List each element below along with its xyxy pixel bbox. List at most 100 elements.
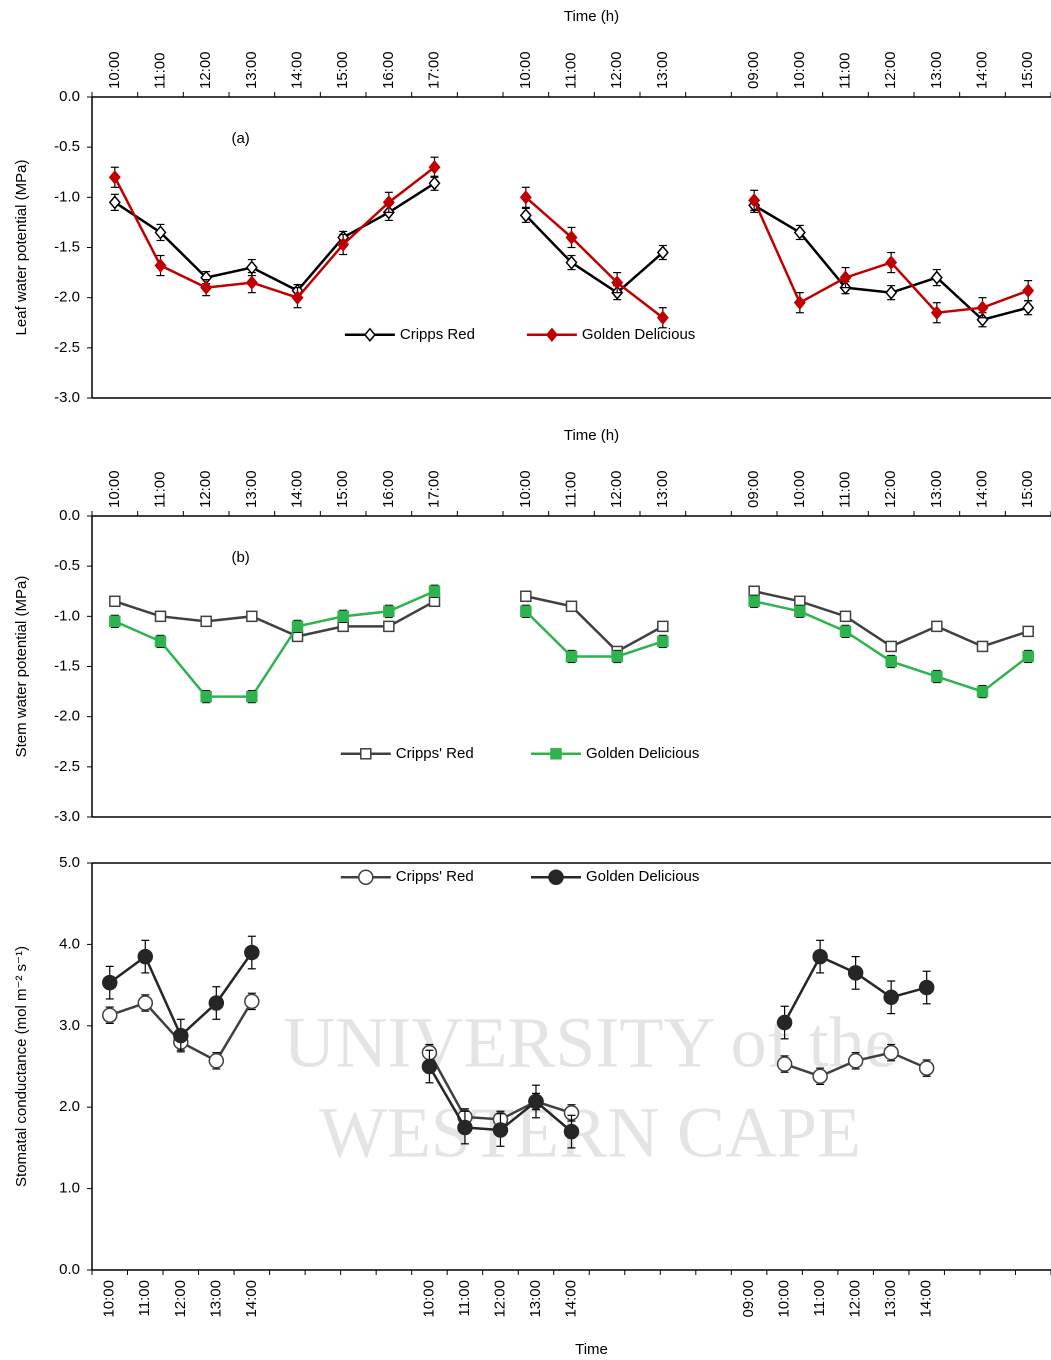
marker [567,601,577,611]
x-tick-label: 09:00 [745,470,762,508]
x-tick-label: 12:00 [882,470,899,508]
y-tick-label: 0.0 [59,88,80,105]
legend-label: Golden Delicious [582,326,695,343]
y-tick-label: -3.0 [54,389,80,406]
y-tick-label: -2.5 [54,339,80,356]
x-tick-label: 11:00 [811,1280,828,1316]
legend-marker [361,749,371,759]
marker [247,692,257,702]
marker [422,1060,436,1074]
x-tick-label: 15:00 [1019,51,1036,89]
x-tick-label: 14:00 [243,1280,260,1318]
legend-marker [549,870,563,884]
marker [849,1054,863,1068]
marker [1023,651,1033,661]
y-tick-label: 2.0 [59,1098,80,1115]
marker [384,606,394,616]
marker [458,1121,472,1135]
marker [201,616,211,626]
x-tick-label: 10:00 [106,470,123,508]
x-axis-title: Time [575,1341,608,1358]
legend-marker [551,749,561,759]
marker [110,596,120,606]
marker [521,606,531,616]
x-tick-label: 14:00 [288,470,305,508]
x-tick-label: 13:00 [527,1280,544,1318]
y-tick-label: 0.0 [59,507,80,524]
x-tick-label: 10:00 [791,51,808,89]
x-tick-label: 12:00 [491,1280,508,1318]
marker [138,950,152,964]
marker [521,591,531,601]
marker [978,641,988,651]
marker [841,611,851,621]
x-tick-label: 12:00 [197,470,214,508]
y-tick-label: -2.5 [54,758,80,775]
x-tick-label: 15:00 [334,470,351,508]
x-tick-label: 13:00 [928,51,945,89]
watermark: WESTERN CAPE [319,1093,861,1173]
marker [749,596,759,606]
x-tick-label: 16:00 [380,51,397,89]
x-tick-label: 13:00 [882,1280,899,1318]
marker [849,966,863,980]
marker [247,277,257,289]
marker [841,626,851,636]
marker [110,196,120,208]
x-tick-label: 13:00 [928,470,945,508]
marker [247,262,257,274]
x-tick-label: 11:00 [836,53,853,89]
y-tick-label: -1.5 [54,238,80,255]
marker [813,950,827,964]
marker [567,651,577,661]
x-tick-label: 17:00 [425,51,442,89]
marker [658,621,668,631]
legend-marker [547,329,557,341]
x-tick-label: 13:00 [243,51,260,89]
marker [156,611,166,621]
x-tick-label: 13:00 [654,470,671,508]
marker [884,1046,898,1060]
marker [932,621,942,631]
y-tick-label: -1.5 [54,657,80,674]
marker [201,692,211,702]
y-tick-label: -0.5 [54,557,80,574]
legend-marker [365,329,375,341]
x-tick-label: 13:00 [243,470,260,508]
y-tick-label: 1.0 [59,1180,80,1197]
x-tick-label: 14:00 [288,51,305,89]
figure: UNIVERSITY of the WESTERN CAPE -3.0-2.5-… [0,0,1051,1360]
x-tick-label: 10:00 [791,470,808,508]
marker [778,1016,792,1030]
marker [245,946,259,960]
marker [430,177,440,189]
x-tick-label: 11:00 [562,472,579,508]
y-tick-label: -3.0 [54,808,80,825]
marker [978,302,988,314]
marker [1023,626,1033,636]
annotation: (a) [231,130,249,147]
legend-label: Cripps Red [400,326,475,343]
annotation: (b) [231,549,249,566]
y-tick-label: -0.5 [54,138,80,155]
x-tick-label: 13:00 [207,1280,224,1318]
marker [886,287,896,299]
x-tick-label: 10:00 [106,51,123,89]
x-tick-label: 17:00 [425,470,442,508]
marker [384,621,394,631]
marker [209,1054,223,1068]
marker [932,672,942,682]
x-tick-label: 14:00 [973,470,990,508]
marker [209,996,223,1010]
x-tick-label: 11:00 [456,1280,473,1316]
y-axis-title: Stomatal conductance (mol m⁻² s⁻¹) [13,946,30,1187]
x-tick-label: 15:00 [1019,470,1036,508]
marker [1023,302,1033,314]
legend-label: Golden Delicious [586,868,699,885]
x-tick-label: 12:00 [172,1280,189,1318]
y-axis-title: Leaf water potential (MPa) [13,160,30,336]
y-tick-label: -1.0 [54,188,80,205]
legend-label: Cripps' Red [396,868,474,885]
y-tick-label: 0.0 [59,1261,80,1278]
x-tick-label: 10:00 [517,470,534,508]
